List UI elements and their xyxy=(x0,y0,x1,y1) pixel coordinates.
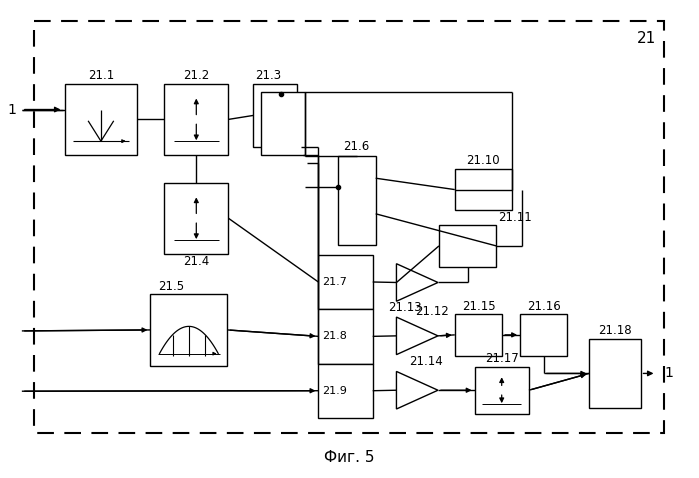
Text: 21.14: 21.14 xyxy=(410,355,443,368)
Text: 21.2: 21.2 xyxy=(183,69,210,82)
Text: 21.16: 21.16 xyxy=(527,300,561,313)
Text: 21: 21 xyxy=(637,31,656,46)
Bar xyxy=(338,156,375,245)
Text: 1: 1 xyxy=(664,367,673,380)
Text: 21.15: 21.15 xyxy=(461,300,496,313)
Bar xyxy=(455,169,512,210)
Bar xyxy=(439,225,496,267)
Text: 21.7: 21.7 xyxy=(322,277,347,287)
Bar xyxy=(589,339,640,408)
Bar xyxy=(34,21,664,433)
Text: 21.17: 21.17 xyxy=(485,352,519,365)
Bar xyxy=(65,84,136,155)
Bar xyxy=(475,367,529,414)
Bar xyxy=(261,92,305,155)
Text: 21.1: 21.1 xyxy=(88,69,114,82)
Text: 21.9: 21.9 xyxy=(322,386,347,396)
Text: 21.13: 21.13 xyxy=(389,301,422,314)
Text: 21.6: 21.6 xyxy=(343,140,369,152)
Bar xyxy=(164,183,229,254)
Bar xyxy=(318,309,373,364)
Bar xyxy=(150,294,227,366)
Bar xyxy=(253,84,296,147)
Bar xyxy=(318,364,373,418)
Text: Фиг. 5: Фиг. 5 xyxy=(324,450,374,465)
Bar xyxy=(164,84,229,155)
Text: 21.3: 21.3 xyxy=(255,69,281,82)
Bar xyxy=(318,255,373,309)
Text: 21.5: 21.5 xyxy=(158,280,184,293)
Text: 21.8: 21.8 xyxy=(322,331,347,341)
Text: 21.4: 21.4 xyxy=(183,255,210,268)
Bar xyxy=(455,314,502,356)
Bar xyxy=(520,314,568,356)
Text: 21.12: 21.12 xyxy=(415,304,449,318)
Text: 21.18: 21.18 xyxy=(598,325,632,337)
Text: 21.10: 21.10 xyxy=(467,154,500,167)
Text: 1: 1 xyxy=(8,102,16,117)
Text: 21.11: 21.11 xyxy=(498,211,532,224)
